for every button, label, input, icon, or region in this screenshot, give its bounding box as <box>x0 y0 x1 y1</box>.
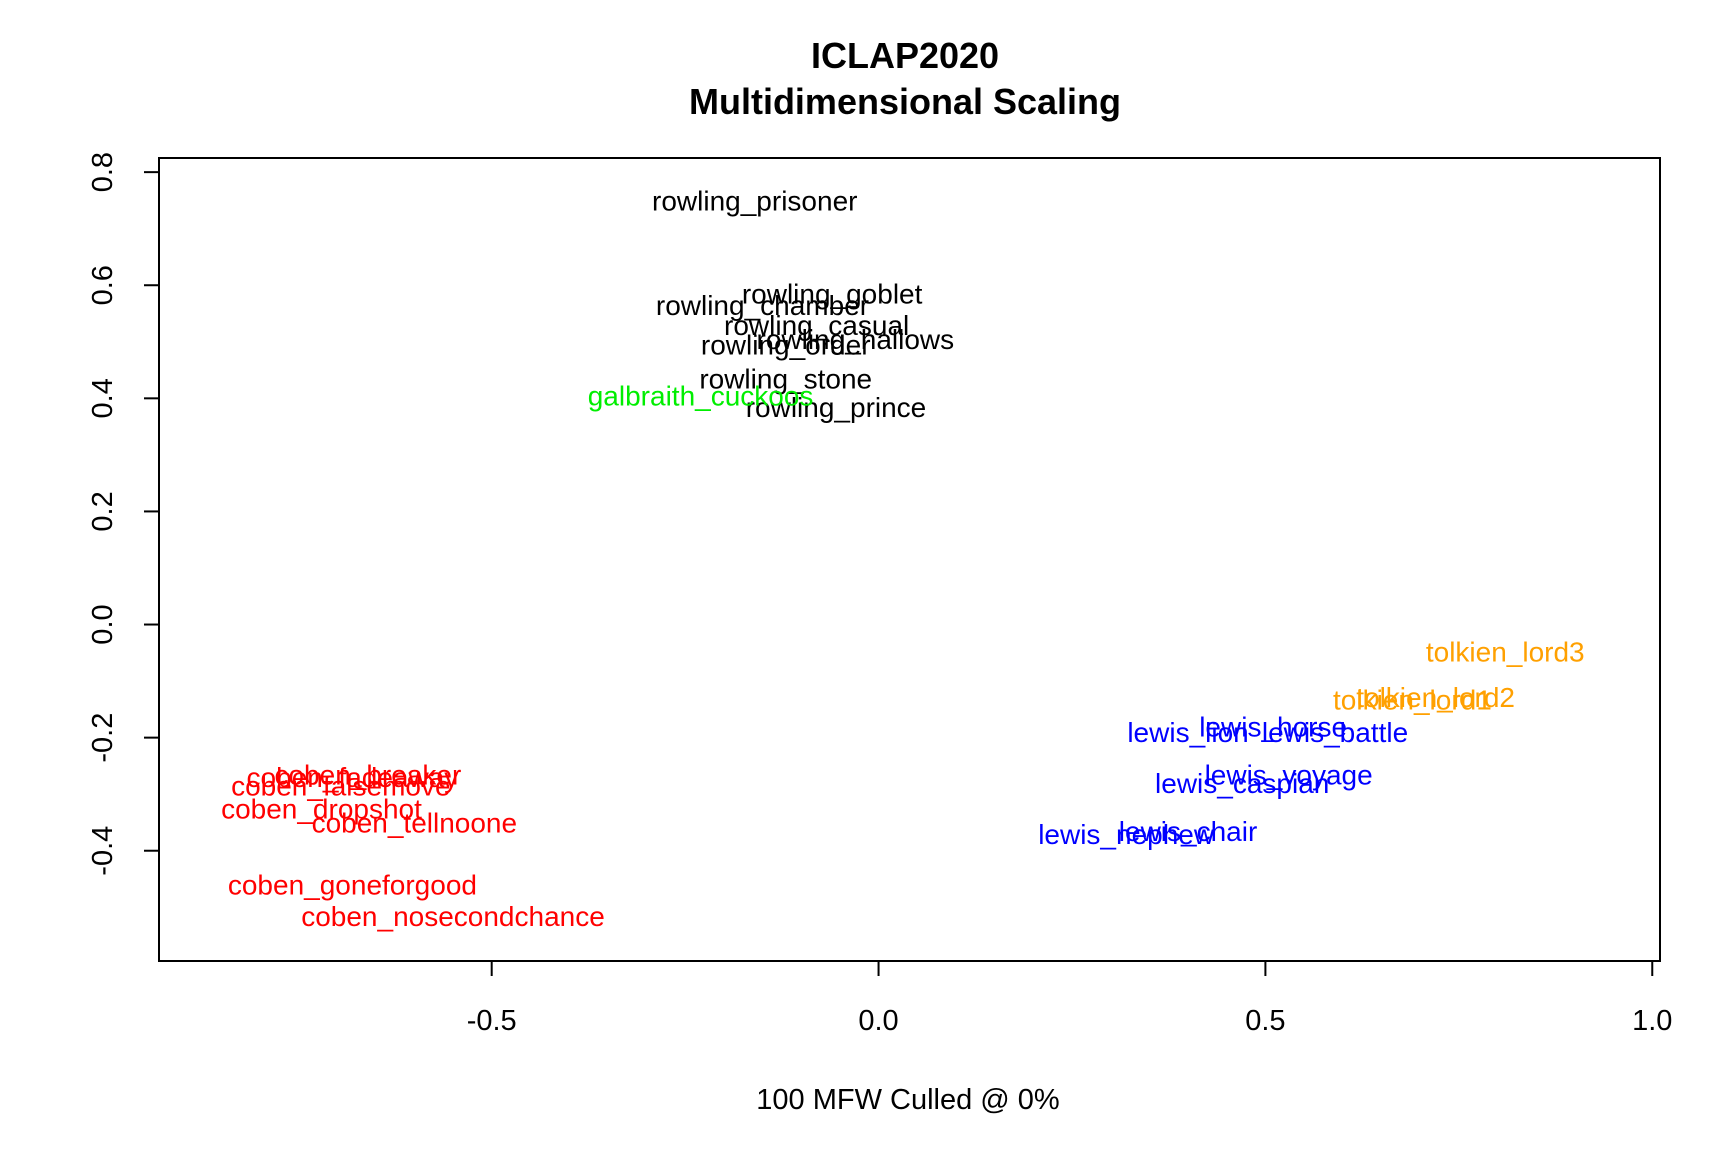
point-label-lewis-nephew: lewis_nephew <box>1038 819 1215 850</box>
x-axis-label: 100 MFW Culled @ 0% <box>756 1084 1059 1116</box>
point-label-coben-tellnoone: coben_tellnoone <box>312 807 518 838</box>
point-label-rowling-chamber: rowling_chamber <box>656 290 869 321</box>
point-label-lewis-chair: lewis_chair <box>1119 816 1258 847</box>
y-tick-label: 0.4 <box>87 378 119 418</box>
y-tick-label: 0.8 <box>87 152 119 192</box>
point-label-rowling-hallows: rowling_hallows <box>757 324 955 355</box>
x-tick-label: 0.0 <box>858 1005 898 1037</box>
y-tick-label: -0.2 <box>87 713 119 763</box>
point-label-tolkien-lord3: tolkien_lord3 <box>1426 637 1585 668</box>
point-label-tolkien-lord1: tolkien_lord1 <box>1333 685 1492 716</box>
point-label-rowling-stone: rowling_stone <box>699 364 872 395</box>
point-label-lewis-battle: lewis_battle <box>1262 717 1408 748</box>
point-label-lewis-caspian: lewis_caspian <box>1155 768 1329 799</box>
point-label-rowling-goblet: rowling_goblet <box>742 279 923 310</box>
point-labels: rowling_prisoner rowling_gobletrowling_ch… <box>221 185 1585 931</box>
point-label-galbraith-cuckoos: galbraith_cuckoos <box>588 381 814 412</box>
point-label-coben-breaker: coben_breaker <box>274 759 461 790</box>
chart-title-line-1: ICLAP2020 <box>811 35 999 76</box>
x-tick-label: 1.0 <box>1632 1005 1672 1037</box>
point-label-rowling-casual: rowling_casual <box>724 310 909 341</box>
point-label-coben-nosecondchance: coben_nosecondchance <box>301 901 605 932</box>
y-tick-label: 0.6 <box>87 265 119 305</box>
point-label-coben-goneforgood: coben_goneforgood <box>228 870 477 901</box>
chart-title-line-2: Multidimensional Scaling <box>689 81 1121 122</box>
point-label-rowling-prisoner: rowling_prisoner <box>652 185 857 216</box>
y-tick-label: 0.2 <box>87 491 119 531</box>
x-tick-label: 0.5 <box>1245 1005 1285 1037</box>
point-label-tolkien-lord2: tolkien_lord2 <box>1356 682 1515 713</box>
point-label-lewis-horse: lewis_horse <box>1199 711 1347 742</box>
point-label-coben-falsemove: coben_falsemove <box>231 771 450 802</box>
point-label-rowling-prince: rowling_prince <box>746 392 927 423</box>
y-axis: -0.4 -0.2 0.0 0.2 0.4 0.6 0.8 <box>87 152 160 876</box>
x-axis: -0.5 0.0 0.5 1.0 <box>467 960 1672 1037</box>
point-label-rowling-order: rowling_order <box>701 330 871 361</box>
point-label-coben-fadeaway: coben_fadeaway <box>247 762 459 793</box>
x-tick-label: -0.5 <box>467 1005 517 1037</box>
y-tick-label: 0.0 <box>87 604 119 644</box>
point-label-coben-dropshot: coben_dropshot <box>221 793 422 824</box>
point-label-lewis-voyage: lewis_voyage <box>1205 759 1373 790</box>
point-label-lewis-lion: lewis_lion <box>1127 717 1248 748</box>
y-tick-label: -0.4 <box>87 826 119 876</box>
